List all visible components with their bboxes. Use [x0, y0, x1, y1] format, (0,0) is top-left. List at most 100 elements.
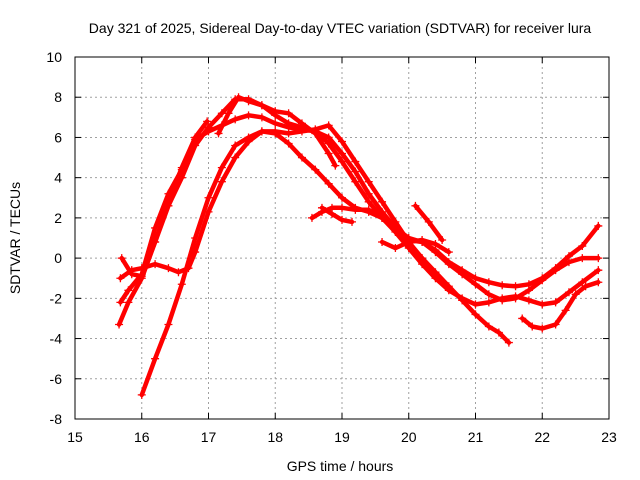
data-point: [217, 163, 226, 172]
y-tick-label: 6: [54, 129, 62, 145]
data-point: [458, 270, 467, 279]
data-point: [224, 109, 233, 118]
data-point: [115, 320, 124, 329]
data-point: [484, 290, 493, 299]
x-tick-label: 21: [468, 429, 484, 445]
data-point: [137, 272, 146, 281]
data-point: [471, 300, 480, 309]
data-point: [594, 221, 603, 230]
data-point: [327, 209, 336, 218]
plot-area: [115, 93, 603, 399]
series-line: [139, 123, 512, 398]
data-point: [271, 129, 280, 138]
data-point: [538, 276, 547, 285]
data-point: [498, 294, 507, 303]
data-point: [364, 177, 373, 186]
x-tick-label: 18: [267, 429, 283, 445]
data-point: [391, 223, 400, 232]
data-point: [551, 298, 560, 307]
data-point: [338, 137, 346, 146]
data-point: [444, 248, 453, 257]
axis-ticks: 15 16 17 18 19 20 21 22 23 -8 -6 -4 -2 0 2 4 6 8 10: [46, 49, 617, 445]
data-point: [324, 121, 333, 130]
data-point: [257, 127, 266, 136]
data-point: [431, 274, 440, 283]
data-point: [578, 254, 587, 263]
data-point: [351, 157, 360, 166]
data-point: [351, 205, 360, 214]
data-point: [578, 278, 587, 287]
data-point: [594, 254, 603, 263]
data-point: [581, 282, 590, 291]
data-point: [561, 306, 570, 315]
data-point: [338, 157, 346, 166]
x-tick-label: 22: [534, 429, 550, 445]
data-point: [124, 298, 133, 307]
data-point: [551, 266, 560, 275]
x-tick-label: 16: [134, 429, 150, 445]
data-point: [324, 149, 333, 158]
data-point: [137, 390, 146, 399]
data-point: [257, 113, 266, 122]
series-track-h: [378, 236, 453, 257]
data-point: [444, 260, 453, 269]
data-point: [297, 119, 306, 128]
y-tick-label: 2: [54, 210, 62, 226]
data-point: [174, 268, 183, 277]
data-point: [151, 354, 160, 363]
data-point: [484, 278, 493, 287]
data-point: [578, 242, 587, 251]
y-tick-label: 0: [54, 250, 62, 266]
data-point: [203, 117, 212, 126]
data-point: [331, 161, 340, 170]
data-point: [471, 280, 480, 289]
data-point: [524, 286, 533, 295]
chart-title: Day 321 of 2025, Sidereal Day-to-day VTE…: [89, 20, 592, 36]
data-point: [271, 107, 280, 116]
data-point: [378, 197, 387, 206]
data-point: [234, 93, 243, 102]
y-tick-label: -4: [50, 331, 63, 347]
data-point: [524, 296, 533, 305]
data-point: [564, 288, 573, 297]
data-point: [311, 129, 320, 138]
data-point: [184, 264, 193, 273]
series-line: [379, 237, 452, 255]
data-point: [444, 286, 453, 295]
data-point: [364, 197, 373, 206]
data-point: [498, 281, 507, 290]
data-point: [244, 97, 253, 106]
data-point: [431, 240, 440, 249]
y-tick-label: -6: [50, 371, 63, 387]
data-point: [217, 109, 226, 118]
data-point: [191, 248, 200, 257]
data-point: [518, 314, 527, 323]
data-point: [538, 324, 547, 333]
series-track-j: [411, 201, 447, 245]
data-point: [177, 173, 186, 182]
series-line: [319, 205, 355, 225]
data-point: [231, 141, 240, 150]
data-point: [127, 270, 136, 279]
series-track-i: [317, 203, 357, 226]
data-point: [391, 244, 400, 253]
y-tick-label: -8: [50, 411, 63, 427]
data-point: [551, 320, 560, 329]
data-point: [594, 266, 603, 275]
series-track-e: [117, 95, 603, 309]
data-point: [284, 119, 293, 128]
data-point: [378, 213, 387, 222]
y-tick-label: 10: [46, 49, 62, 65]
data-point: [378, 238, 387, 247]
data-point: [217, 177, 226, 186]
data-point: [338, 193, 346, 202]
x-axis-label: GPS time / hours: [287, 458, 394, 474]
data-point: [504, 338, 513, 347]
data-point: [564, 258, 573, 267]
data-point: [271, 119, 280, 128]
series-line: [119, 96, 601, 307]
data-point: [257, 101, 266, 110]
y-tick-label: 4: [54, 170, 62, 186]
data-point: [418, 260, 427, 269]
